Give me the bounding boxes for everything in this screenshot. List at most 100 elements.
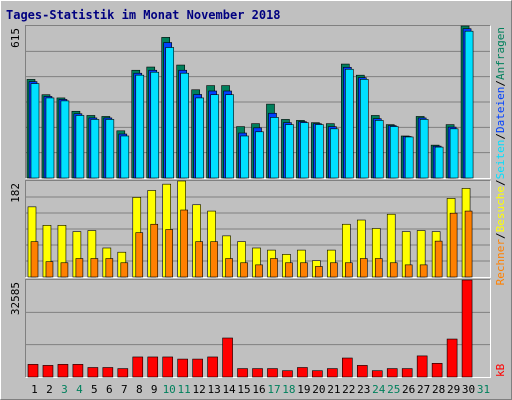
bar <box>195 241 203 278</box>
bar <box>359 79 369 179</box>
bar <box>431 363 443 378</box>
bar <box>222 337 233 378</box>
y-tick-label: 182 <box>9 183 22 203</box>
x-tick-label: 15 <box>237 383 250 396</box>
bar <box>75 258 84 278</box>
bar <box>135 232 144 278</box>
x-tick-label: 7 <box>121 383 128 396</box>
bar <box>255 264 263 278</box>
x-tick-label: 18 <box>282 383 295 396</box>
legend-separator: / <box>494 179 507 186</box>
x-tick-label: 2 <box>46 383 53 396</box>
bar <box>449 128 459 179</box>
legend-entry: Anfragen <box>494 27 507 80</box>
bar <box>416 355 428 378</box>
bar <box>237 368 248 378</box>
bar <box>225 94 234 179</box>
x-tick-label: 29 <box>447 383 460 396</box>
bar <box>45 97 55 179</box>
bar <box>162 356 174 378</box>
x-tick-label: 4 <box>76 383 83 396</box>
bar <box>240 135 249 179</box>
x-tick-label: 6 <box>106 383 113 396</box>
bar <box>315 124 324 179</box>
bar <box>389 126 399 179</box>
frame <box>25 279 491 378</box>
bar <box>285 124 294 179</box>
bar <box>386 368 398 378</box>
bar <box>464 30 474 179</box>
plot-area <box>26 280 490 377</box>
bar <box>419 264 428 278</box>
bar <box>27 364 39 378</box>
bar <box>300 122 309 179</box>
bar <box>327 368 338 378</box>
x-tick-label: 10 <box>163 383 176 396</box>
x-tick-label: 16 <box>252 383 265 396</box>
frame <box>25 180 491 278</box>
bar <box>345 262 353 278</box>
bar <box>434 146 444 179</box>
x-tick-label: 11 <box>178 383 191 396</box>
bar <box>105 258 114 278</box>
bar <box>404 264 413 278</box>
bar <box>461 279 473 378</box>
bar <box>135 74 145 179</box>
x-tick-label: 13 <box>207 383 220 396</box>
bar <box>252 368 263 378</box>
legend-entry: Rechner <box>494 239 507 286</box>
bar <box>42 365 54 378</box>
bar <box>345 68 354 179</box>
bar <box>72 364 84 378</box>
legend: Rechner/Besuche/Seiten/Dateien/Anfragen <box>494 27 507 285</box>
x-tick-label: 22 <box>342 383 355 396</box>
frame <box>25 25 491 179</box>
frame <box>25 25 491 179</box>
legend-separator: / <box>494 133 507 140</box>
y-tick-label: 32585 <box>9 282 22 315</box>
bar <box>102 367 114 378</box>
bar <box>75 115 85 179</box>
chart-title: Tages-Statistik im Monat November 2018 <box>6 8 281 22</box>
x-tick-label: 25 <box>387 383 400 396</box>
bar <box>150 223 159 278</box>
x-tick-label: 12 <box>193 383 206 396</box>
bar <box>87 367 99 378</box>
bar <box>117 368 129 378</box>
bar <box>446 338 458 378</box>
bar <box>60 100 70 179</box>
bar <box>192 358 203 378</box>
bar <box>165 229 174 278</box>
bar <box>120 135 130 179</box>
x-tick-label: 26 <box>402 383 415 396</box>
legend-entry: Seiten <box>494 140 507 180</box>
bar <box>195 97 204 179</box>
x-tick-label: 9 <box>151 383 158 396</box>
x-tick-label: 3 <box>61 383 68 396</box>
bar <box>267 368 278 378</box>
bar <box>57 364 69 378</box>
bar <box>449 212 458 278</box>
bar <box>165 47 175 179</box>
bar <box>374 120 384 179</box>
bar <box>282 370 293 378</box>
bar <box>132 356 144 378</box>
bar <box>207 356 218 378</box>
legend-entry: kB <box>494 363 507 377</box>
bar <box>60 262 69 278</box>
x-tick-label: 24 <box>372 383 386 396</box>
x-tick-label: 17 <box>267 383 280 396</box>
bar <box>180 209 188 278</box>
frame <box>25 279 491 378</box>
x-tick-label: 21 <box>327 383 340 396</box>
bar <box>150 71 160 179</box>
bar <box>90 119 100 179</box>
bar <box>389 262 398 278</box>
bar <box>371 370 383 378</box>
bar <box>105 119 115 179</box>
bar <box>270 258 278 278</box>
x-tick-label: 1 <box>31 383 38 396</box>
bar <box>285 262 293 278</box>
